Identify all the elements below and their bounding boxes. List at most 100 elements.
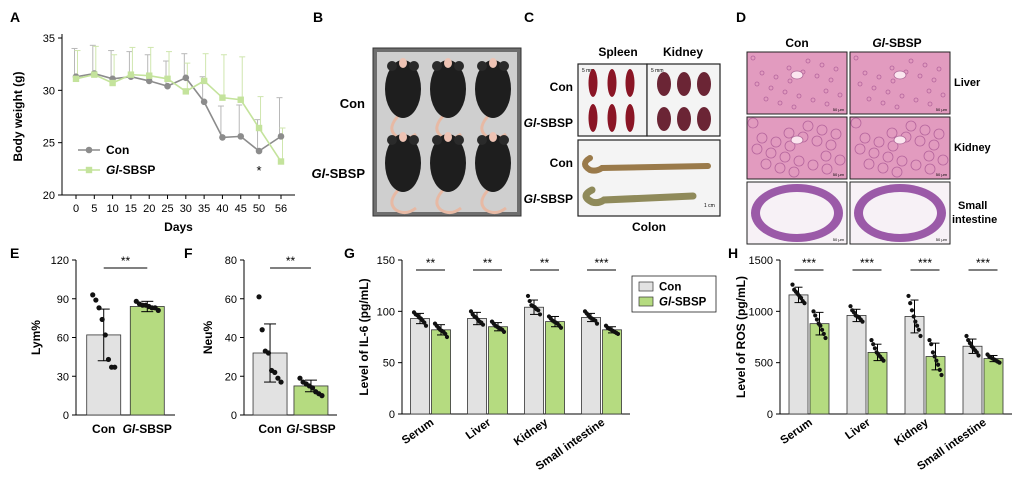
panel-b-mice-photo: B Con Gl-SBSP (312, 9, 522, 217)
a-y-tick-label: 20 (43, 190, 55, 202)
g-sig-label: *** (594, 256, 608, 270)
histo-liver-con-texture (824, 101, 830, 107)
g-data-point (422, 320, 427, 325)
a-x-tick-label: 50 (253, 203, 265, 215)
histo-liver-gl-texture (871, 85, 877, 91)
e-data-point (155, 307, 161, 313)
kidney-gl (697, 107, 711, 131)
mouse-gl-tail (435, 186, 462, 215)
a-point-gl (164, 75, 171, 83)
mouse-gl-body (385, 134, 421, 192)
mouse-gl-body (430, 134, 466, 192)
h-y-tick-label: 1500 (749, 255, 773, 267)
mouse-con-body (430, 60, 466, 118)
panel-letter-a: A (10, 9, 20, 25)
histo-liver-con-texture (787, 78, 793, 84)
a-legend-marker-gl (85, 166, 93, 174)
histo-liver-gl-texture (913, 97, 919, 103)
histo-kidney-gl-scale: 50 μm (936, 172, 948, 177)
h-data-point (869, 337, 874, 343)
h-data-point (823, 335, 828, 341)
e-y-tick-label: 0 (63, 410, 69, 422)
histo-liver-gl-texture (922, 62, 928, 68)
h-data-point (929, 342, 934, 347)
h-data-point (997, 360, 1002, 365)
panel-a-body-weight-chart: A 20 25 30 35 0 5 10 15 20 25 30 35 40 45 50 56 Days Body… (10, 9, 295, 234)
mouse-con-nose (444, 58, 452, 68)
histo-kidney-gl-texture (850, 117, 862, 129)
g-sig-label: ** (483, 256, 493, 270)
histo-liver-con-texture (750, 55, 756, 61)
h-data-point (937, 367, 942, 372)
histo-liver-con-texture (796, 93, 802, 99)
panel-letter-e: E (10, 245, 19, 261)
histo-kidney-gl-texture (886, 127, 898, 139)
h-y-tick-label: 1000 (749, 306, 773, 318)
histo-kidney-con-texture (784, 140, 796, 152)
a-point-con (219, 134, 226, 141)
a-x-tick-label: 20 (143, 203, 155, 215)
histo-kidney-gl-texture (919, 124, 931, 136)
histo-kidney-con-texture (751, 143, 763, 155)
g-data-point (558, 325, 564, 330)
g-bar-gl (431, 329, 451, 415)
histo-kidney-gl-texture (868, 147, 880, 159)
panel-letter-g: G (344, 245, 355, 261)
mouse-gl-ear (432, 135, 442, 145)
mouse-gl-ear (387, 135, 397, 145)
histo-liver-con-texture (819, 62, 825, 68)
histo-kidney-gl-texture (933, 128, 945, 140)
mouse-con-ear (432, 61, 442, 71)
h-data-point (860, 319, 865, 324)
mouse-gl-ear (477, 135, 487, 145)
histo-kidney-con-texture (830, 128, 842, 140)
histo-liver-con-texture (810, 97, 816, 103)
h-data-point (871, 342, 876, 347)
e-y-tick-label: 30 (57, 371, 69, 383)
h-y-axis-label: Level of ROS (pg/mL) (734, 276, 748, 398)
g-bar-gl (602, 329, 622, 415)
mouse-gl-body (475, 134, 511, 192)
panel-e-lym-chart: E 0 30 60 90 120 Lym% Con Gl-SBSP ** (10, 245, 175, 436)
kidney-con (677, 72, 691, 96)
h-y-tick-label: 0 (767, 409, 773, 421)
a-y-tick-label: 30 (43, 85, 55, 97)
f-data-point (259, 327, 265, 333)
h-data-point (818, 323, 823, 328)
panel-b-label-con: Con (340, 96, 365, 111)
g-data-point (527, 298, 532, 304)
a-x-tick-label: 10 (106, 203, 118, 215)
h-data-point (814, 317, 820, 322)
panel-c-kidney-title: Kidney (663, 45, 703, 59)
h-data-point (935, 362, 941, 367)
panel-c-label-con-2: Con (550, 156, 573, 170)
h-x-tick-label: Serum (779, 417, 815, 447)
a-x-axis-label: Days (164, 220, 193, 234)
spleen-con (625, 69, 635, 97)
histo-kidney-gl-texture (859, 132, 871, 144)
g-data-point (593, 318, 598, 323)
g-data-point (537, 312, 543, 317)
g-bar-con (467, 318, 487, 415)
histo-liver-con-texture (773, 74, 779, 80)
a-point-con (277, 133, 285, 140)
histo-liver-con-texture (777, 100, 783, 106)
a-point-gl (91, 71, 98, 78)
histo-liver-gl-texture (894, 104, 900, 110)
histo-kidney-con-texture (765, 147, 777, 159)
f-x-label-con: Con (258, 422, 281, 436)
histo-liver-gl-texture (926, 88, 932, 94)
panel-f-plot-area: 0 20 40 60 80 Neu% Con Gl-SBSP ** (201, 254, 337, 436)
h-data-point (967, 341, 973, 346)
histo-kidney-gl-texture (910, 159, 922, 171)
a-point-gl (146, 72, 153, 79)
h-data-point (819, 327, 825, 332)
histo-kidney-con-texture (816, 124, 828, 136)
e-data-point (112, 364, 118, 370)
g-data-point (443, 331, 448, 337)
h-data-point (848, 304, 853, 309)
panel-g-il6-chart: G 0 50 100 150 Level of IL-6 (pg/mL) Serum ** L… (344, 245, 717, 473)
a-legend-label-gl: Gl-SBSP (106, 163, 155, 177)
h-x-tick-label: Liver (843, 416, 873, 442)
panel-c-label-con-1: Con (550, 80, 573, 94)
